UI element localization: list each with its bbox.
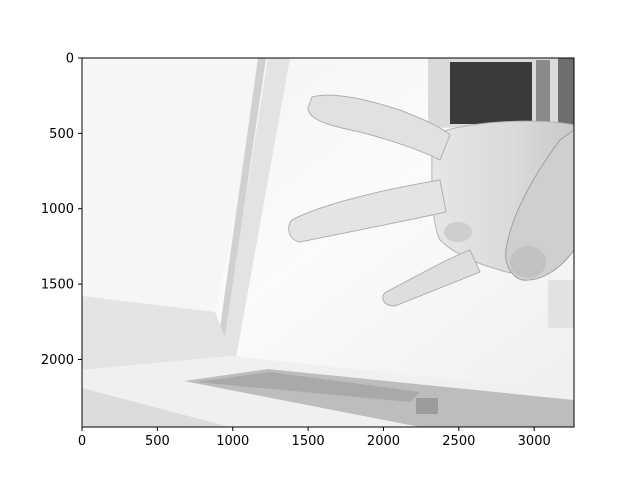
x-tick-label: 500	[145, 434, 170, 449]
x-tick-label: 1500	[292, 434, 325, 449]
x-tick-label: 3000	[518, 434, 551, 449]
x-tick-label: 2500	[442, 434, 475, 449]
x-tick-label: 0	[78, 434, 86, 449]
y-tick-label: 0	[66, 52, 74, 67]
y-axis: 0 500 1000 1500 2000	[41, 52, 82, 368]
axes-frame	[81, 57, 575, 428]
y-tick-label: 500	[49, 127, 74, 142]
x-tick-label: 1000	[216, 434, 249, 449]
y-tick-label: 1000	[41, 202, 74, 217]
y-tick-label: 1500	[41, 278, 74, 293]
x-tick-label: 2000	[367, 434, 400, 449]
x-axis: 0 500 1000 1500 2000 2500 3000	[78, 427, 551, 449]
photo	[82, 58, 574, 427]
y-tick-label: 2000	[41, 353, 74, 368]
